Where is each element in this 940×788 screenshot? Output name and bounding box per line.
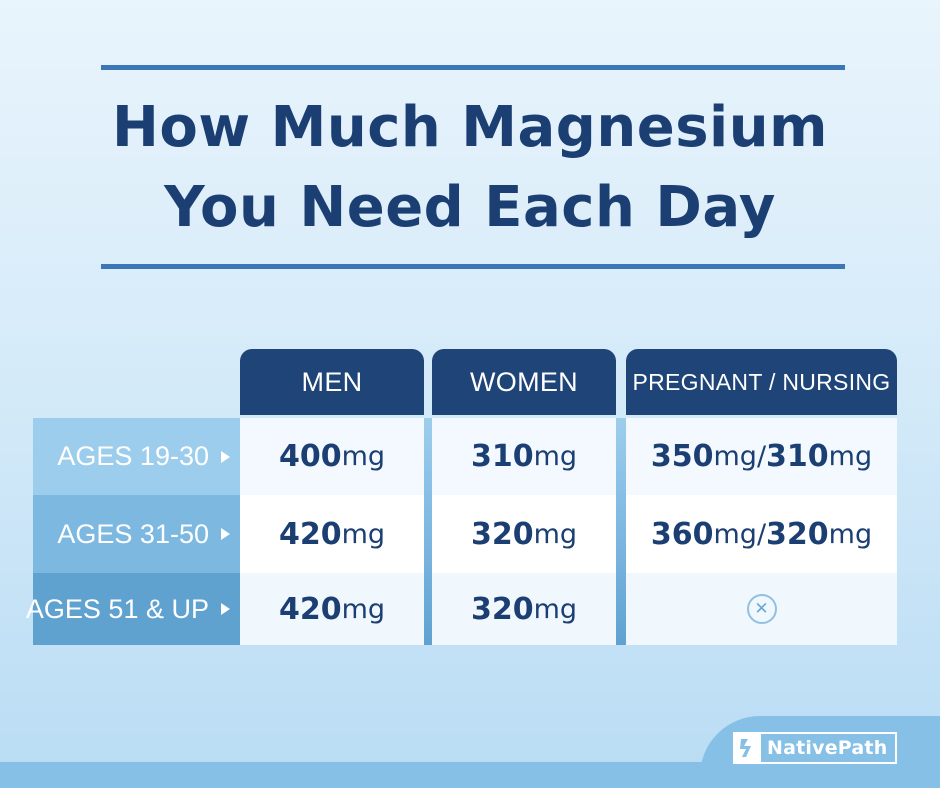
triangle-right-icon — [221, 450, 230, 463]
dose-unit: mg — [533, 441, 578, 472]
top-divider — [101, 65, 845, 70]
brand-name: NativePath — [767, 737, 888, 759]
dose-unit: mg — [341, 518, 386, 550]
nativepath-logo-icon — [735, 734, 761, 762]
dose-unit: mg — [533, 593, 578, 625]
cell-women-19-30: 310 mg — [432, 418, 616, 495]
cell-men-31-50: 420 mg — [240, 495, 424, 573]
cell-men-51-up: 420 mg — [240, 573, 424, 645]
column-separator — [424, 418, 432, 645]
dose-value-nursing: 320 — [766, 516, 829, 552]
title-line-2: You Need Each Day — [164, 175, 776, 240]
dose-unit: mg — [341, 593, 386, 625]
dose-unit: mg — [341, 441, 386, 472]
dose-unit: mg — [828, 518, 873, 550]
title-line-1: How Much Magnesium — [112, 95, 828, 160]
cell-men-19-30: 400 mg — [240, 418, 424, 495]
cell-pregnant-51-up: ✕ — [626, 573, 897, 645]
footer-band — [0, 762, 940, 788]
row-label-ages-31-50: AGES 31-50 — [33, 495, 240, 573]
cell-pregnant-31-50: 360 mg/320 mg — [626, 495, 897, 573]
dose-value: 310 — [470, 439, 534, 474]
row-label-ages-51-up: AGES 51 & UP — [26, 573, 240, 645]
dose-value: 320 — [470, 516, 534, 552]
dose-value: 320 — [470, 591, 534, 627]
row-label-text: AGES 19-30 — [57, 441, 209, 471]
triangle-right-icon — [221, 528, 230, 540]
dose-value: 420 — [278, 516, 342, 552]
column-header-women: WOMEN — [432, 349, 616, 415]
row-label-ages-19-30: AGES 19-30 — [33, 418, 240, 495]
not-applicable-icon: ✕ — [746, 594, 777, 624]
dose-unit: mg — [828, 441, 873, 472]
dose-unit: mg — [713, 518, 757, 550]
dose-separator: / — [756, 441, 767, 472]
nativepath-logo: NativePath — [733, 732, 897, 764]
page-title: How Much Magnesium You Need Each Day — [0, 88, 940, 248]
column-header-men: MEN — [240, 349, 424, 415]
dose-unit: mg — [533, 518, 578, 550]
dose-unit: mg — [713, 441, 757, 472]
dose-separator: / — [756, 518, 767, 550]
bottom-divider — [101, 264, 845, 269]
dose-value-pregnant: 360 — [650, 516, 714, 552]
cell-pregnant-19-30: 350 mg/310 mg — [626, 418, 897, 495]
dose-value-pregnant: 350 — [650, 439, 714, 474]
dose-value: 400 — [278, 439, 342, 474]
cell-women-31-50: 320 mg — [432, 495, 616, 573]
triangle-right-icon — [221, 603, 230, 615]
dose-value-nursing: 310 — [766, 439, 829, 474]
row-label-text: AGES 51 & UP — [25, 593, 209, 624]
column-header-pregnant-nursing: PREGNANT / NURSING — [626, 349, 897, 415]
row-label-text: AGES 31-50 — [57, 518, 209, 549]
cell-women-51-up: 320 mg — [432, 573, 616, 645]
dose-value: 420 — [278, 591, 342, 627]
column-separator — [616, 418, 626, 645]
